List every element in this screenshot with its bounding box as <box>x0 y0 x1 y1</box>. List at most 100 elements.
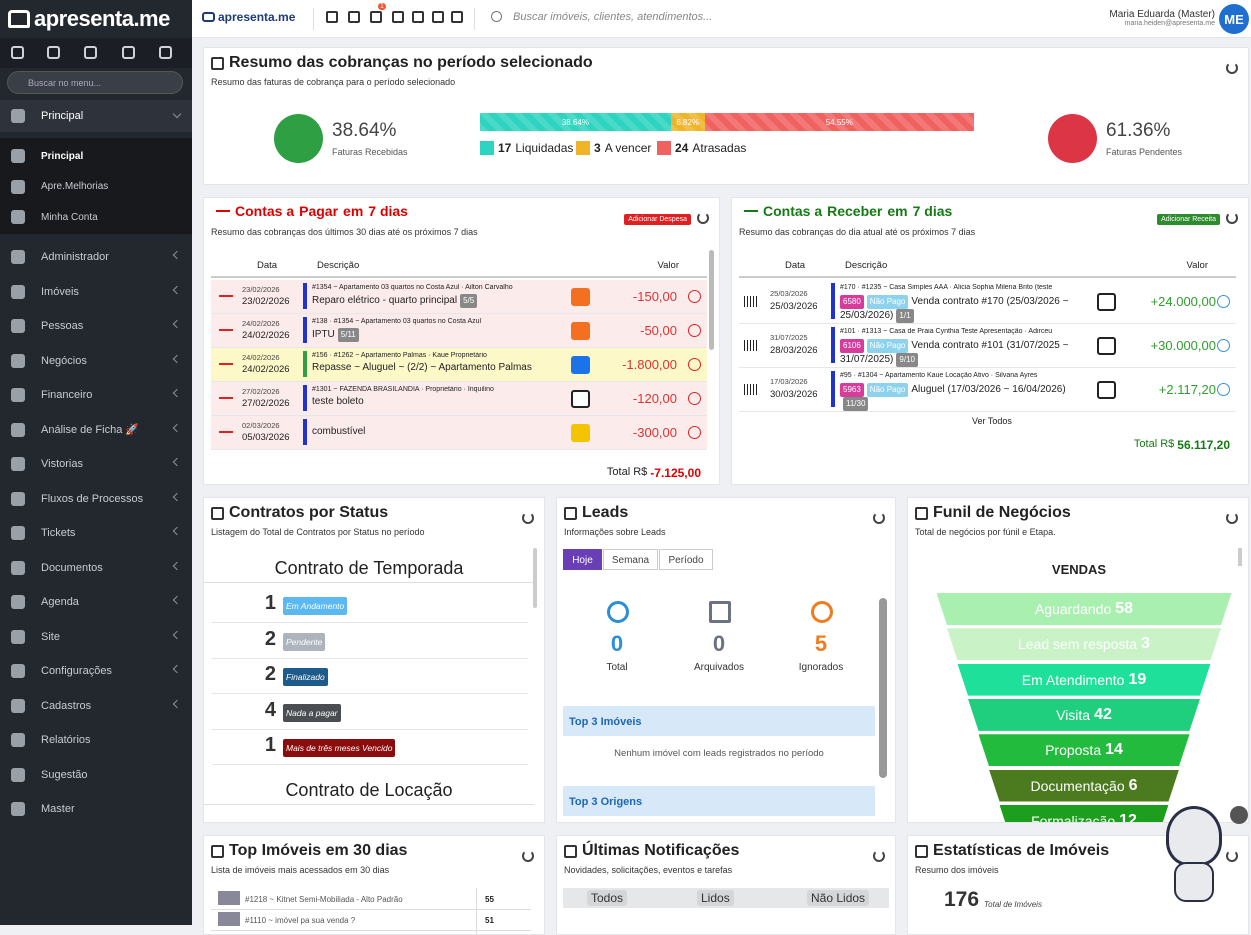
status-stripe <box>831 371 835 407</box>
close-button[interactable] <box>1230 806 1248 824</box>
menu-item[interactable]: Site <box>0 622 192 652</box>
shortcut[interactable] <box>392 11 404 23</box>
shortcut[interactable] <box>432 11 444 23</box>
chevron <box>172 423 182 432</box>
icon-button[interactable] <box>47 46 60 59</box>
stat-label: Arquivados <box>693 662 745 673</box>
bank-logo <box>1097 293 1116 311</box>
menu-item[interactable]: Imóveis <box>0 277 192 307</box>
icon-button[interactable] <box>122 46 135 59</box>
menu-label: Financeiro <box>41 389 93 401</box>
tab[interactable]: Todos <box>587 890 628 906</box>
shortcut[interactable] <box>348 11 360 23</box>
refresh-button[interactable] <box>522 512 534 524</box>
menu-item[interactable]: Cadastros <box>0 691 192 721</box>
table-header: Data Descrição Valor <box>211 254 707 278</box>
menu-item[interactable]: Administrador <box>0 242 192 272</box>
total-value: -7.125,00 <box>650 466 701 480</box>
row-desc: combustível <box>312 426 572 438</box>
refresh-button[interactable] <box>697 212 709 224</box>
shortcut[interactable] <box>370 11 382 23</box>
menu-item[interactable]: Financeiro <box>0 380 192 410</box>
shortcut[interactable] <box>326 11 338 23</box>
refresh-button[interactable] <box>1226 850 1238 862</box>
menu-item[interactable]: Master <box>0 794 192 824</box>
title-text: Resumo das cobranças no período selecion… <box>229 54 593 71</box>
menu-item[interactable]: Relatórios <box>0 725 192 755</box>
menu-group[interactable]: Principal <box>0 100 192 132</box>
global-search[interactable]: Buscar imóveis, clientes, atendimentos..… <box>513 11 713 23</box>
icon-button[interactable] <box>159 46 172 59</box>
menu-item[interactable]: Agenda <box>0 587 192 617</box>
assistant-mascot[interactable] <box>1166 806 1222 866</box>
menu-item[interactable]: Documentos <box>0 553 192 583</box>
card-subtitle: Total de negócios por fúnil e Etapa. <box>915 527 1056 537</box>
refresh-button[interactable] <box>1226 512 1238 524</box>
refresh-button[interactable] <box>522 850 534 862</box>
see-all-link[interactable]: Ver Todos <box>972 416 1012 426</box>
menu-item[interactable]: Análise de Ficha 🚀 <box>0 415 192 445</box>
leads-card: Leads Informações sobre Leads Hoje Semana Pe… <box>556 497 896 823</box>
menu-item[interactable]: Configurações <box>0 656 192 686</box>
refresh-button[interactable] <box>1226 62 1238 74</box>
total-label: Total R$ <box>606 466 648 478</box>
stat-count: 5 <box>814 631 828 656</box>
icon-button[interactable] <box>84 46 97 59</box>
menu-label: Sugestão <box>41 768 88 781</box>
status-pill: Não Pago <box>866 295 909 309</box>
menu-item[interactable]: Tickets <box>0 518 192 548</box>
funnel-stage: Aguardando 58 <box>936 593 1232 625</box>
header-date: Data <box>257 260 278 271</box>
legend-label: Liquidadas <box>515 141 574 155</box>
tab[interactable]: Não Lidos <box>807 890 870 906</box>
shortcut[interactable] <box>412 11 424 23</box>
menu-item[interactable]: Vistorias <box>0 449 192 479</box>
stat-label: Total de Imóveis <box>984 900 1042 909</box>
title-part: Pagar <box>299 203 339 219</box>
menu-item[interactable]: Fluxos de Processos <box>0 484 192 514</box>
add-button[interactable]: Adicionar Despesa <box>624 214 691 225</box>
refresh-button[interactable] <box>873 512 885 524</box>
status-stripe <box>831 283 835 319</box>
scrollbar <box>879 598 887 778</box>
add-button[interactable]: Adicionar Receita <box>1157 214 1220 225</box>
avatar[interactable]: ME <box>1219 4 1249 34</box>
legend-swatch <box>576 141 590 155</box>
legend-count: 3 <box>594 141 601 155</box>
desc-text: Repasse ~ Aluguel ~ (2/2) ~ Apartamento … <box>312 362 532 373</box>
shortcut[interactable] <box>451 11 463 23</box>
received-label: Faturas Recebidas <box>332 147 408 157</box>
bank-logo <box>571 390 590 408</box>
bank-logo <box>571 356 590 374</box>
menu-search[interactable]: Buscar no menu... <box>7 71 183 94</box>
icon <box>11 802 25 816</box>
user-email: maria.heiden@apresenta.me <box>1124 20 1215 27</box>
row-desc: IPTU 5/11 <box>312 328 572 342</box>
tag: 11/30 <box>843 397 869 411</box>
title-icon <box>564 844 577 858</box>
table-row: 25/03/2026 25/03/2026 #170 · #1235 ~ Casa … <box>739 280 1236 324</box>
refresh-button[interactable] <box>1226 212 1238 224</box>
icon-button[interactable] <box>11 46 24 59</box>
barcode <box>744 340 758 351</box>
tab[interactable]: Lidos <box>697 890 734 906</box>
received-pct: 38.64% <box>332 120 397 141</box>
date-2: 05/03/2026 <box>242 432 290 443</box>
menu-item[interactable]: Sugestão <box>0 760 192 790</box>
tab[interactable]: Semana <box>603 549 658 570</box>
submenu-item[interactable]: Principal <box>0 141 192 171</box>
total: Total R$ 56.117,20 <box>1134 438 1230 452</box>
submenu-item[interactable]: Minha Conta <box>0 202 192 232</box>
row-meta: #138 · #1354 ~ Apartamento 03 quartos no… <box>312 318 482 325</box>
menu-item[interactable]: Pessoas <box>0 311 192 341</box>
menu-label: Site <box>41 630 60 643</box>
clock-icon <box>1217 383 1230 396</box>
date-1: 23/02/2026 <box>242 285 280 294</box>
stat-icon <box>709 601 731 623</box>
menu-item[interactable]: Negócios <box>0 346 192 376</box>
segment-label: 38.64% <box>561 117 589 127</box>
tab[interactable]: Período <box>659 549 713 570</box>
tab[interactable]: Hoje <box>563 549 602 570</box>
refresh-button[interactable] <box>873 850 885 862</box>
submenu-item[interactable]: Apre.Melhorias <box>0 172 192 202</box>
